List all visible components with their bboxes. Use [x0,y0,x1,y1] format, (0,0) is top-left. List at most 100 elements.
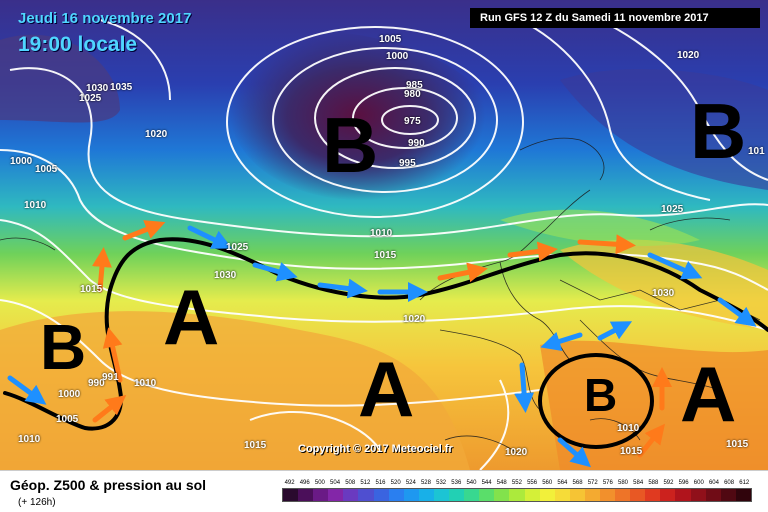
isobar-label: 1000 [58,389,81,400]
scale-color-swatch [433,489,450,501]
scale-color-swatch [373,489,389,501]
model-run-label: Run GFS 12 Z du Samedi 11 novembre 2017 [470,8,760,28]
isobar-label: 1005 [56,414,79,425]
scale-color-swatch [720,489,736,501]
scale-color-swatch [554,489,570,501]
scale-tick-label: 600 [693,480,704,486]
scale-color-swatch [645,489,661,501]
scale-tick-label: 516 [375,480,386,486]
scale-color-swatch [479,489,495,501]
isobar-label: 1030 [652,288,675,299]
scale-color-swatch [539,489,555,501]
scale-color-swatch [524,489,540,501]
isobar-label: 1015 [726,439,749,450]
scale-tick-label: 608 [724,480,735,486]
scale-tick-label: 552 [511,480,522,486]
scale-color-swatch [403,489,419,501]
isobar-label: 975 [404,116,421,127]
scale-color-swatch [509,489,525,501]
isobar-label: 1000 [386,51,409,62]
scale-tick-label: 604 [708,480,719,486]
scale-tick-label: 572 [587,480,598,486]
isobar-label: 1015 [620,446,643,457]
scale-tick-label: 588 [648,480,659,486]
color-scale-legend: 492 496 500 504 508 512 516 520 524 528 532 536 540 5… [282,480,752,506]
isobar-label: 1015 [80,284,103,295]
isobar-label: 1010 [134,378,157,389]
scale-color-swatch [569,489,585,501]
isobar-label: 1010 [18,434,41,445]
scale-color-swatch [675,489,691,501]
isobar-label: 1005 [379,34,402,45]
scale-tick-label: 612 [739,480,750,486]
scale-tick-label: 492 [284,480,295,486]
pressure-center-iberia-high: A [358,345,415,433]
scale-color-swatch [449,489,465,501]
isobar-label: 980 [404,89,421,100]
isobar-label: 985 [406,80,423,91]
scale-tick-label: 596 [678,480,689,486]
scale-tick-label: 508 [345,480,356,486]
isobar-label: 1020 [403,314,426,325]
map-variable-title: Géop. Z500 & pression au sol [10,477,207,493]
scale-color-swatch [388,489,404,501]
isobar-label: 1000 [10,156,33,167]
pressure-center-atlantic-low: B [40,311,87,383]
isobar-label: 101 [748,146,765,157]
scale-tick-label: 500 [314,480,325,486]
isobar-label: 1010 [617,423,640,434]
forecast-lead-time: (+ 126h) [18,497,56,508]
isobar-label: 1005 [35,164,58,175]
isobar-label: 1010 [24,200,47,211]
forecast-time: 19:00 locale [18,33,138,56]
scale-color-swatch [358,489,374,501]
scale-color-swatch [660,489,676,501]
scale-color-swatch [313,489,329,501]
scale-tick-label: 560 [542,480,553,486]
scale-color-swatch [328,489,344,501]
scale-tick-label: 544 [481,480,492,486]
isobar-label: 995 [399,158,416,169]
scale-tick-label: 496 [299,480,310,486]
scale-color-swatch [630,489,646,501]
isobar-label: 1010 [370,228,393,239]
pressure-center-atlantic-high: A [163,273,220,361]
scale-tick-label: 556 [527,480,538,486]
isobar-label: 1015 [244,440,267,451]
isobar-label: 1025 [661,204,684,215]
scale-tick-label: 532 [436,480,447,486]
scale-tick-label: 504 [330,480,341,486]
scale-tick-label: 580 [618,480,629,486]
scale-color-swatch [690,489,706,501]
scale-color-swatch [298,489,314,501]
scale-tick-label: 568 [572,480,583,486]
scale-tick-label: 512 [360,480,371,486]
scale-color-swatch [494,489,510,501]
pressure-center-north-low: B [322,101,379,189]
isobar-label: 1020 [677,50,700,61]
scale-tick-label: 564 [557,480,568,486]
isobar-label: 990 [88,378,105,389]
scale-color-swatch [418,489,434,501]
pressure-center-east-high: A [680,350,737,438]
scale-color-swatch [735,489,751,501]
scale-tick-label: 536 [451,480,462,486]
color-scale-bar [282,488,752,502]
scale-tick-label: 592 [663,480,674,486]
isobar-label: 1030 [86,83,109,94]
scale-color-swatch [343,489,359,501]
scale-tick-label: 528 [420,480,431,486]
scale-tick-label: 540 [466,480,477,486]
scale-tick-label: 576 [602,480,613,486]
copyright-notice: Copyright © 2017 Meteociel.fr [298,443,453,455]
scale-color-swatch [615,489,631,501]
isobar-label: 1015 [374,250,397,261]
scale-color-swatch [283,489,299,501]
isobar-label: 990 [408,138,425,149]
scale-color-swatch [464,489,480,501]
scale-color-swatch [584,489,600,501]
isobar-label: 1025 [226,242,249,253]
scale-tick-label: 548 [496,480,507,486]
isobar-label: 1025 [79,93,102,104]
